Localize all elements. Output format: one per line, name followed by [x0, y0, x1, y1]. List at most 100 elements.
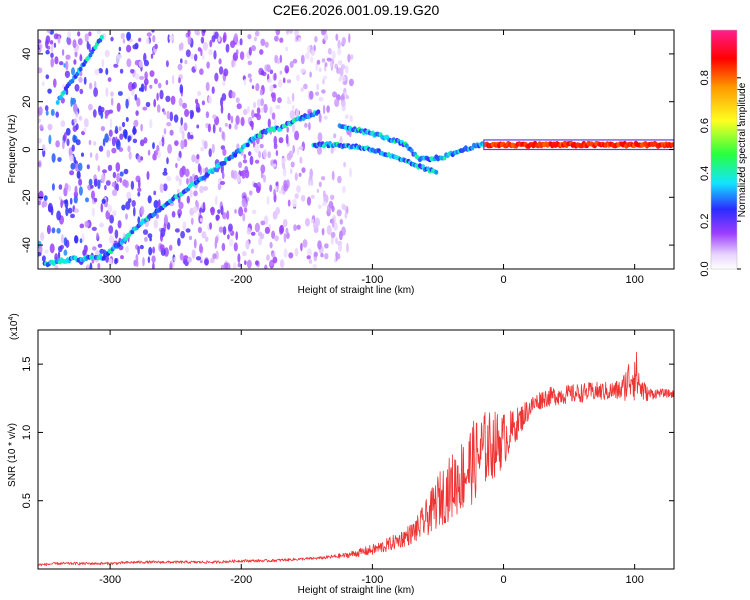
spectrogram-cell	[111, 147, 117, 154]
spectrogram-cell	[294, 130, 300, 141]
spectrogram-cell	[348, 78, 354, 87]
spectrogram-cell	[160, 227, 166, 238]
spectrogram-cell	[179, 167, 185, 178]
spectrogram-cell	[289, 61, 294, 68]
spectrogram-cell	[183, 255, 189, 261]
spectrogram-cell	[235, 97, 240, 103]
spectrogram-cell	[74, 208, 79, 213]
spectrogram-cell	[205, 81, 210, 92]
spectrogram-cell	[117, 91, 123, 96]
spectrogram-cell	[114, 258, 118, 265]
spectrogram-cell	[202, 30, 206, 34]
spectrogram-cell	[273, 135, 278, 146]
spectrogram-cell	[72, 134, 77, 143]
spectrogram-cell	[259, 89, 264, 96]
spectrogram-cell	[133, 119, 139, 128]
spectrogram-cell	[322, 78, 325, 85]
spectrogram-cell	[326, 225, 332, 235]
spectrogram-cell	[51, 227, 56, 234]
spectrogram-cell	[186, 195, 190, 204]
spectrogram-cell	[269, 184, 273, 192]
spectrogram-cell	[235, 231, 238, 241]
spectrogram-cell	[165, 80, 169, 85]
spectrogram-cell	[315, 62, 319, 71]
spectrogram-cell	[249, 78, 253, 83]
spectrogram-cell	[60, 120, 66, 128]
spectrogram-cell	[331, 205, 335, 213]
spectrogram-cell	[81, 152, 84, 157]
spectrogram-cell	[38, 244, 43, 255]
spectrogram-cell	[165, 95, 171, 103]
spectrogram-cell	[316, 83, 320, 91]
spectrogram-cell	[208, 95, 212, 105]
spectrogram-cell	[139, 244, 144, 250]
spectrogram-cell	[272, 163, 277, 168]
spectrogram-cell	[138, 87, 143, 92]
spectrogram-cell	[86, 264, 90, 269]
spectrogram-cell	[241, 197, 246, 208]
x-tick-label: -200	[230, 574, 252, 586]
spectrogram-cell	[300, 194, 306, 202]
y-tick-label: -40	[21, 237, 33, 253]
spectrogram-cell	[108, 137, 112, 142]
spectrogram-cell	[38, 106, 43, 116]
spectrogram-cell	[227, 234, 230, 240]
spectrogram-cell	[310, 56, 314, 64]
spectrogram-cell	[135, 110, 139, 116]
spectrogram-cell	[226, 210, 230, 220]
spectrogram-cell	[138, 37, 142, 42]
spectrogram-cell	[207, 123, 211, 133]
spectrogram-cell	[115, 183, 119, 192]
spectrogram-cell	[180, 58, 183, 64]
spectrogram-cell	[409, 148, 414, 154]
spectrogram-cell	[289, 30, 293, 34]
spectrogram-cell	[267, 118, 271, 128]
spectrogram-cell	[158, 140, 163, 147]
spectrogram-cell	[75, 123, 79, 131]
spectrogram-cell	[159, 89, 164, 100]
colorbar-label: Normalized spectral amplitude	[737, 82, 748, 217]
spectrogram-cell	[100, 126, 105, 132]
spectrogram-cell	[69, 154, 74, 162]
spectrogram-cell	[89, 152, 93, 158]
spectrogram-cell	[271, 94, 276, 103]
spectrogram-cell	[145, 101, 151, 108]
spectrogram-cell	[50, 52, 54, 59]
spectrogram-cell	[221, 242, 226, 252]
spectrogram-cell	[73, 156, 77, 164]
spectrogram-cell	[279, 37, 284, 43]
spectrogram-cell	[314, 36, 318, 43]
spectrogram-cell	[330, 231, 336, 239]
spectrogram-cell	[250, 231, 256, 236]
spectrogram-cell	[78, 66, 83, 72]
spectrogram-cell	[220, 205, 224, 216]
spectrogram-cell	[77, 38, 83, 46]
spectrogram-cell	[264, 41, 269, 48]
spectrogram-cell	[147, 256, 151, 264]
spectrogram-cell	[126, 44, 132, 53]
spectrogram-cell	[109, 214, 114, 224]
spectrogram-cell	[45, 39, 49, 49]
spectrogram-cell	[75, 139, 81, 146]
spectrogram-cell	[151, 30, 155, 33]
spectrogram-cell	[308, 259, 313, 264]
spectrogram-cell	[50, 109, 55, 116]
spectrogram-cell	[212, 114, 217, 120]
spectrogram-cell	[186, 177, 189, 185]
spectrogram-cell	[264, 226, 270, 234]
spectrogram-cell	[156, 104, 161, 113]
spectrogram-cell	[316, 109, 321, 115]
spectrogram-cell	[72, 39, 77, 49]
spectrogram-cell	[83, 118, 89, 128]
spectrogram-cell	[72, 103, 78, 113]
spectrogram-cell	[329, 60, 333, 69]
spectrogram-cell	[266, 254, 270, 261]
spectrogram-cell	[67, 207, 73, 214]
spectrogram-cell	[38, 67, 43, 74]
spectrogram-cell	[318, 113, 322, 123]
spectrogram-cell	[286, 99, 292, 105]
spectrogram-cell	[134, 59, 140, 66]
spectrogram-cell	[180, 139, 185, 150]
spectrogram-cell	[202, 201, 206, 212]
spectrogram-cell	[147, 233, 153, 239]
